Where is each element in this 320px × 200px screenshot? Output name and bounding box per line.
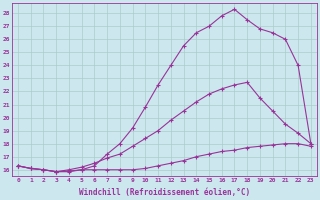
X-axis label: Windchill (Refroidissement éolien,°C): Windchill (Refroidissement éolien,°C) bbox=[79, 188, 250, 197]
